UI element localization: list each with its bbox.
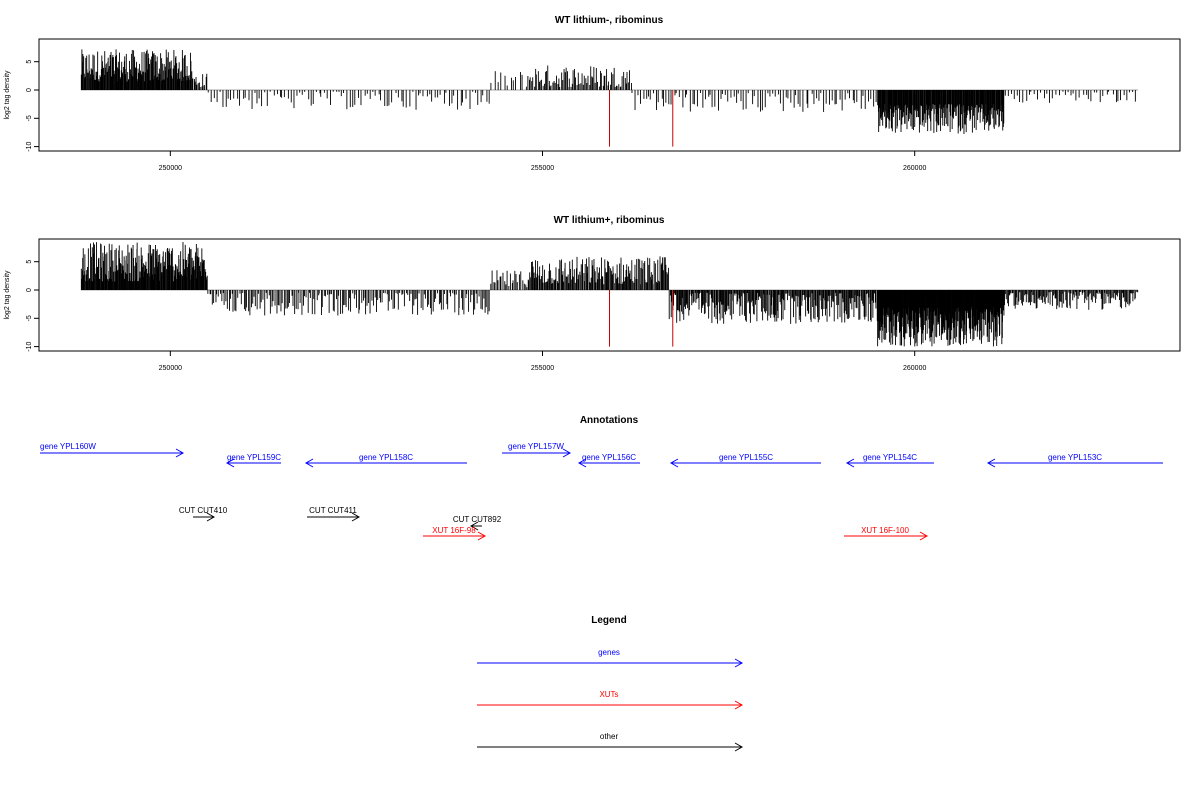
arrow-head bbox=[225, 458, 235, 468]
feature-label: CUT CUT410 bbox=[179, 506, 228, 515]
legend-label: genes bbox=[598, 648, 620, 657]
arrow-head bbox=[577, 458, 587, 468]
y-tick-label: -5 bbox=[26, 315, 33, 321]
feature-xut: XUT 16F-100 bbox=[844, 526, 929, 541]
axes: 250000 255000 260000 5 0 -5 -10 bbox=[26, 260, 926, 372]
y-axis-label: log2 tag density bbox=[4, 70, 11, 120]
arrow-head bbox=[845, 458, 855, 468]
legend-item: XUTs bbox=[477, 690, 744, 710]
panel-title: WT lithium-, ribominus bbox=[555, 15, 664, 26]
legend: Legend genes XUTs other bbox=[477, 615, 744, 752]
density-bars bbox=[80, 49, 1138, 147]
legend-item: other bbox=[477, 732, 744, 752]
y-tick-label: -10 bbox=[26, 141, 33, 151]
feature-gene: gene YPL155C bbox=[669, 453, 821, 468]
feature-label: gene YPL157W bbox=[508, 442, 564, 451]
feature-other: CUT CUT892 bbox=[453, 515, 502, 531]
feature-xut: XUT 16F-98 bbox=[423, 526, 487, 541]
panel-title: WT lithium+, ribominus bbox=[554, 215, 665, 226]
y-tick-label: 5 bbox=[26, 260, 33, 264]
arrow-head bbox=[206, 512, 216, 522]
feature-gene: gene YPL154C bbox=[845, 453, 934, 468]
arrow-head bbox=[734, 658, 744, 668]
feature-label: XUT 16F-98 bbox=[432, 526, 476, 535]
feature-label: gene YPL156C bbox=[582, 453, 636, 462]
feature-gene: gene YPL158C bbox=[304, 453, 467, 468]
y-tick-label: 0 bbox=[26, 288, 33, 292]
feature-other: CUT CUT410 bbox=[179, 506, 228, 522]
feature-label: CUT CUT411 bbox=[309, 506, 357, 515]
y-tick-label: 0 bbox=[26, 88, 33, 92]
annotations-track: Annotations gene YPL160W gene YPL159C gene… bbox=[40, 415, 1163, 541]
panel-lithium-plus: WT lithium+, ribominus log2 tag density … bbox=[4, 215, 1181, 372]
plot-frame bbox=[38, 38, 1181, 152]
feature-gene: gene YPL157W bbox=[502, 442, 572, 458]
feature-label: gene YPL154C bbox=[863, 453, 917, 462]
plot-frame bbox=[38, 238, 1181, 352]
feature-gene: gene YPL160W bbox=[40, 442, 185, 458]
feature-label: gene YPL153C bbox=[1048, 453, 1102, 462]
x-tick-label: 255000 bbox=[531, 165, 554, 172]
panel-lithium-minus: WT lithium-, ribominus log2 tag density … bbox=[4, 15, 1181, 172]
feature-label: XUT 16F-100 bbox=[861, 526, 909, 535]
arrow-head bbox=[734, 700, 744, 710]
feature-gene: gene YPL153C bbox=[986, 453, 1163, 468]
feature-gene: gene YPL159C bbox=[225, 453, 281, 468]
arrow-head bbox=[351, 512, 361, 522]
x-tick-label: 260000 bbox=[903, 165, 926, 172]
arrow-head bbox=[919, 531, 929, 541]
arrow-head bbox=[734, 742, 744, 752]
x-tick-label: 260000 bbox=[903, 365, 926, 372]
x-tick-label: 250000 bbox=[159, 365, 182, 372]
feature-label: gene YPL155C bbox=[719, 453, 773, 462]
feature-label: gene YPL159C bbox=[227, 453, 281, 462]
arrow-head bbox=[304, 458, 314, 468]
feature-other: CUT CUT411 bbox=[307, 506, 361, 522]
annotations-title: Annotations bbox=[580, 415, 639, 426]
legend-item: genes bbox=[477, 648, 744, 668]
y-axis-label: log2 tag density bbox=[4, 270, 11, 320]
y-tick-label: -5 bbox=[26, 115, 33, 121]
density-bars bbox=[80, 242, 1139, 347]
legend-title: Legend bbox=[591, 615, 627, 626]
arrow-head bbox=[477, 531, 487, 541]
y-tick-label: -10 bbox=[26, 341, 33, 351]
x-tick-label: 255000 bbox=[531, 365, 554, 372]
feature-label: gene YPL160W bbox=[40, 442, 96, 451]
y-tick-label: 5 bbox=[26, 60, 33, 64]
axes: 250000 255000 260000 5 0 -5 -10 bbox=[26, 60, 926, 172]
arrow-head bbox=[669, 458, 679, 468]
arrow-head bbox=[986, 458, 996, 468]
feature-label: CUT CUT892 bbox=[453, 515, 502, 524]
legend-label: XUTs bbox=[599, 690, 618, 699]
legend-label: other bbox=[600, 732, 619, 741]
feature-label: gene YPL158C bbox=[359, 453, 413, 462]
arrow-head bbox=[469, 521, 479, 531]
arrow-head bbox=[175, 448, 185, 458]
arrow-head bbox=[562, 448, 572, 458]
feature-gene: gene YPL156C bbox=[577, 453, 640, 468]
x-tick-label: 250000 bbox=[159, 165, 182, 172]
